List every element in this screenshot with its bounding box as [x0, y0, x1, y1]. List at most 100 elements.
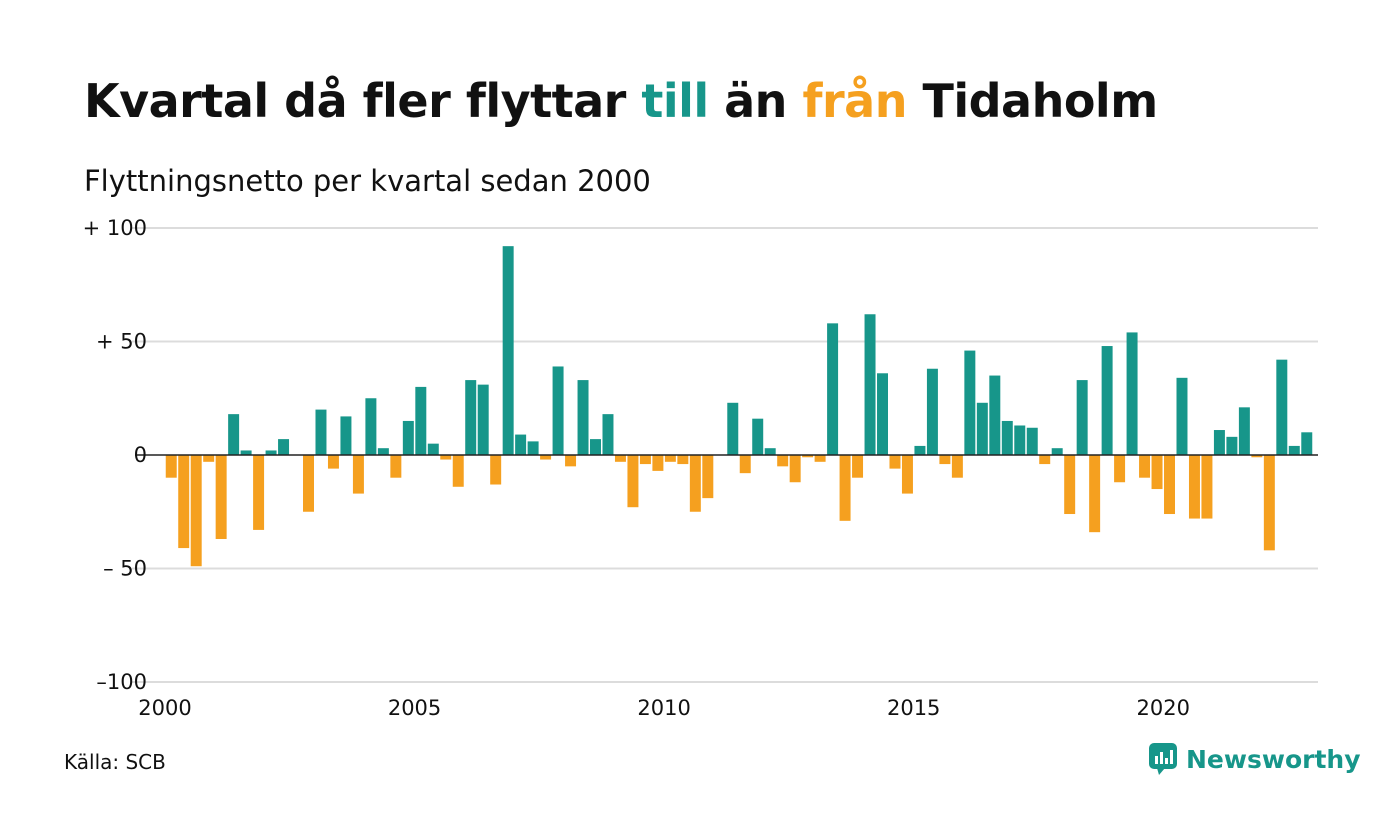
bar	[1001, 420, 1013, 455]
bar	[1151, 455, 1163, 490]
bar	[864, 314, 876, 455]
x-tick-label: 2015	[887, 696, 940, 720]
bar	[827, 323, 839, 455]
title-text-3: Tidaholm	[906, 74, 1158, 128]
bar	[240, 450, 252, 455]
bar	[1263, 455, 1275, 551]
bar	[527, 441, 539, 455]
bar	[926, 368, 938, 455]
bar	[402, 420, 414, 455]
bar	[365, 398, 377, 455]
bar	[1089, 455, 1101, 533]
bar	[901, 455, 913, 494]
bar	[777, 455, 789, 467]
bar	[477, 384, 489, 455]
bar	[1114, 455, 1126, 483]
y-tick-label: – 50	[103, 557, 147, 581]
bar	[727, 402, 739, 455]
bar	[914, 445, 926, 455]
bar	[689, 455, 701, 512]
bar	[540, 455, 552, 460]
title-highlight-out: från	[802, 74, 907, 128]
bar	[677, 455, 689, 465]
x-tick-label: 2000	[138, 696, 191, 720]
bar	[839, 455, 851, 521]
bar	[1238, 407, 1250, 455]
chart-subtitle: Flyttningsnetto per kvartal sedan 2000	[84, 164, 651, 198]
bar-chart: + 100 + 50 0 – 50 –100 2000 2005 2010 2015 2020	[83, 216, 1318, 720]
bar	[1026, 427, 1038, 455]
bar	[1051, 448, 1063, 455]
bar	[1288, 445, 1300, 455]
bar	[590, 439, 601, 455]
bar	[377, 448, 389, 455]
bar	[565, 455, 577, 467]
bar	[939, 455, 951, 465]
title-text-1: Kvartal då fler flyttar	[84, 74, 642, 128]
y-tick-label: + 100	[83, 216, 147, 240]
bar	[602, 414, 614, 455]
bar	[1213, 430, 1225, 455]
bar	[1014, 425, 1026, 455]
bar	[203, 455, 215, 462]
bar	[664, 455, 676, 462]
bar	[427, 443, 439, 455]
bar	[702, 455, 714, 499]
bar	[889, 455, 901, 469]
y-tick-label: 0	[134, 443, 147, 467]
bar	[265, 450, 277, 455]
y-tick-label: + 50	[96, 330, 147, 354]
bar	[1076, 380, 1088, 455]
brand-logo: Newsworthy	[1148, 742, 1361, 776]
bar	[1301, 432, 1313, 455]
bar	[215, 455, 227, 539]
bar	[165, 455, 177, 478]
bar	[627, 455, 639, 508]
bar	[1039, 455, 1051, 465]
bar	[1201, 455, 1213, 519]
bar	[639, 455, 651, 465]
title-text-2: än	[708, 74, 803, 128]
title-highlight-in: till	[641, 74, 709, 128]
bar	[577, 380, 589, 455]
bar	[1064, 455, 1076, 515]
bar	[1251, 455, 1263, 458]
bar	[964, 350, 976, 455]
bar	[315, 409, 327, 455]
bar	[1126, 332, 1138, 455]
y-tick-label: –100	[96, 670, 147, 694]
bar	[465, 380, 477, 455]
bars	[165, 246, 1313, 567]
source-note: Källa: SCB	[64, 750, 166, 774]
bar	[1139, 455, 1151, 478]
bar	[789, 455, 801, 483]
bar	[440, 455, 452, 460]
bar	[877, 373, 888, 455]
bar	[178, 455, 190, 549]
bar	[303, 455, 314, 512]
bar	[1188, 455, 1200, 519]
bar	[415, 386, 427, 455]
bar	[814, 455, 826, 462]
bar	[490, 455, 502, 485]
bar	[852, 455, 864, 478]
x-axis-labels: 2000 2005 2010 2015 2020	[138, 696, 1190, 720]
bar	[340, 416, 352, 455]
grid-lines	[132, 227, 1318, 683]
bar	[614, 455, 626, 462]
bar	[989, 375, 1001, 455]
bar	[1164, 455, 1175, 515]
bar	[190, 455, 202, 567]
bar	[1176, 377, 1188, 455]
bar	[802, 455, 814, 458]
x-tick-label: 2005	[388, 696, 441, 720]
bar	[390, 455, 402, 478]
x-tick-label: 2010	[637, 696, 690, 720]
newsworthy-logo-icon	[1149, 743, 1177, 775]
chart-title: Kvartal då fler flyttar till än från Tid…	[84, 74, 1158, 128]
bar	[739, 455, 751, 474]
bar	[515, 434, 527, 455]
bar	[327, 455, 339, 469]
bar	[976, 402, 988, 455]
bar	[502, 246, 514, 455]
